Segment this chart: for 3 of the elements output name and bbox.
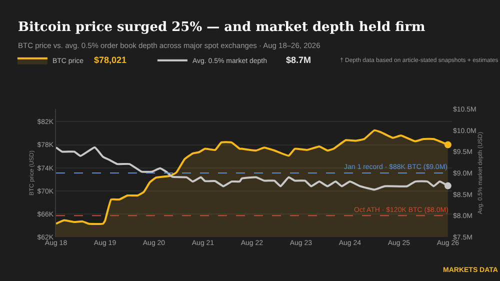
chart-title: Bitcoin price surged 25% — and market depth held firm: [18, 20, 426, 35]
text: $78,021: [94, 55, 127, 65]
text: $8.7M: [286, 55, 312, 65]
